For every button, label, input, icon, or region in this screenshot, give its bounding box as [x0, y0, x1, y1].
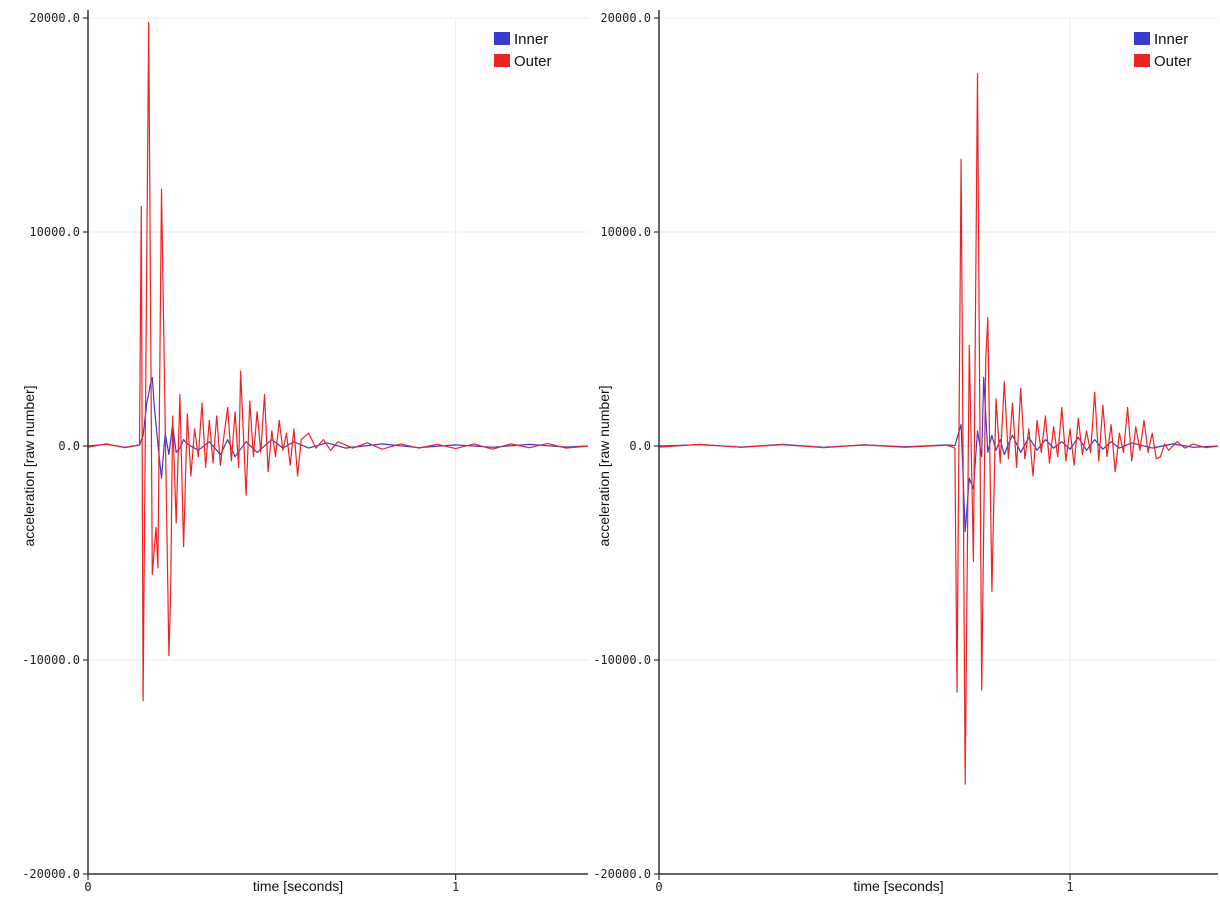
y-tick-label: -20000.0 — [22, 867, 80, 881]
y-axis-title: acceleration [raw number] — [596, 385, 612, 546]
chart-panel-left: 20000.0 10000.0 0.0 -10000.0 -20000.0 0 1 time … — [0, 0, 590, 899]
series-line-inner — [658, 376, 1219, 533]
y-tick-label: 20000.0 — [29, 11, 80, 25]
series-line-inner — [87, 376, 589, 479]
chart-left-svg: 20000.0 10000.0 0.0 -10000.0 -20000.0 0 1 time … — [21, 10, 589, 894]
chart-right-svg: 20000.0 10000.0 0.0 -10000.0 -20000.0 0 1 time … — [593, 10, 1219, 894]
legend-swatch-inner — [494, 32, 510, 45]
y-tick-label: 20000.0 — [600, 11, 651, 25]
legend-label-outer: Outer — [1154, 53, 1192, 70]
x-tick-label: 0 — [84, 880, 91, 894]
y-axis-title: acceleration [raw number] — [21, 385, 37, 546]
x-axis-title: time [seconds] — [253, 878, 343, 894]
legend-swatch-outer — [494, 54, 510, 67]
legend-label-outer: Outer — [514, 53, 552, 70]
x-tick-label: 1 — [452, 880, 459, 894]
x-tick-label: 1 — [1066, 880, 1073, 894]
legend-swatch-inner — [1134, 32, 1150, 45]
y-tick-label: 10000.0 — [600, 225, 651, 239]
series-line-outer — [87, 21, 589, 702]
chart-panel-right: 20000.0 10000.0 0.0 -10000.0 -20000.0 0 1 time … — [590, 0, 1220, 899]
y-tick-label: -20000.0 — [593, 867, 651, 881]
y-tick-label: 10000.0 — [29, 225, 80, 239]
x-tick-label: 0 — [655, 880, 662, 894]
y-tick-label: -10000.0 — [22, 653, 80, 667]
x-axis-title: time [seconds] — [853, 878, 943, 894]
legend-label-inner: Inner — [1154, 31, 1188, 48]
y-tick-label: 0.0 — [58, 439, 80, 453]
series-line-outer — [658, 73, 1219, 785]
y-tick-label: -10000.0 — [593, 653, 651, 667]
legend-swatch-outer — [1134, 54, 1150, 67]
legend-label-inner: Inner — [514, 31, 548, 48]
y-tick-label: 0.0 — [629, 439, 651, 453]
